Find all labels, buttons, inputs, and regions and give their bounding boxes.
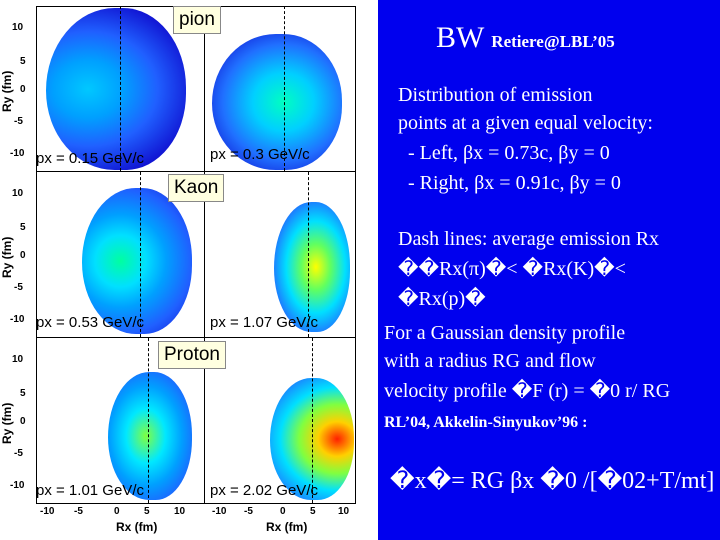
average-emission-line (140, 172, 141, 337)
text-panel: BW Retiere@LBL’05 Distribution of emissi… (380, 0, 720, 540)
y-axis-label: Ry (fm) (0, 236, 14, 278)
y-tick: -10 (10, 480, 25, 491)
y-tick: 10 (12, 188, 24, 199)
plot-kaon-right (204, 172, 354, 337)
left-condition: - Left, βx = 0.73c, βy = 0 (408, 142, 610, 164)
y-tick: -5 (14, 448, 23, 459)
y-tick: 5 (20, 222, 26, 233)
x-tick: 10 (174, 506, 186, 517)
intro-line-1: Distribution of emission (398, 84, 593, 106)
title-credit: Retiere@LBL’05 (491, 32, 615, 51)
y-tick: 5 (20, 56, 26, 67)
y-tick: -10 (10, 314, 25, 325)
plot-proton-right (204, 338, 354, 503)
y-tick: 10 (12, 354, 24, 365)
ordering-line-2: �Rx(p)� (398, 288, 486, 310)
average-emission-line (312, 338, 313, 503)
average-emission-line (148, 338, 149, 503)
x-tick: 10 (338, 506, 350, 517)
momentum-label: px = 0.3 GeV/c (210, 146, 310, 163)
y-tick: 5 (20, 388, 26, 399)
y-tick: 0 (20, 416, 26, 427)
x-tick: 0 (114, 506, 120, 517)
reference: RL’04, Akkelin-Sinyukov’96 : (384, 414, 588, 431)
y-tick: 0 (20, 84, 26, 95)
emission-blob (82, 188, 192, 334)
average-emission-line (120, 6, 121, 171)
x-axis-label: Rx (fm) (116, 520, 158, 534)
ordering-line-1: ��Rx(π)�< �Rx(K)�< (398, 258, 626, 280)
plot-frame (36, 337, 356, 504)
y-axis-label: Ry (fm) (0, 402, 14, 444)
x-tick: -5 (244, 506, 253, 517)
panel-divider (204, 6, 205, 504)
momentum-label: px = 1.07 GeV/c (210, 314, 318, 331)
y-tick: 0 (20, 250, 26, 261)
species-tag-pion: pion (173, 6, 221, 34)
x-tick: 0 (280, 506, 286, 517)
formula: �x�= RG βx �0 /[�02+T/mt] (390, 468, 715, 494)
title-bw: BW (436, 21, 484, 54)
emission-blob (212, 34, 342, 170)
momentum-label: px = 0.53 GeV/c (36, 314, 144, 331)
emission-blob (108, 372, 192, 500)
emission-blob (46, 8, 186, 170)
gauss-line-3: velocity profile �F (r) = �0 r/ RG (384, 380, 671, 402)
momentum-label: px = 2.02 GeV/c (210, 482, 318, 499)
y-tick: -10 (10, 148, 25, 159)
species-tag-proton: Proton (158, 341, 226, 369)
x-tick: -10 (212, 506, 227, 517)
intro-line-2: points at a given equal velocity: (398, 112, 653, 134)
momentum-label: px = 1.01 GeV/c (36, 482, 144, 499)
dash-note: Dash lines: average emission Rx (398, 228, 660, 250)
y-tick: -5 (14, 282, 23, 293)
x-axis-label: Rx (fm) (266, 520, 308, 534)
slide-title: BW Retiere@LBL’05 (436, 20, 615, 60)
plot-pion-right (204, 6, 354, 171)
average-emission-line (308, 172, 309, 337)
momentum-label: px = 0.15 GeV/c (36, 150, 144, 167)
emission-blob (274, 202, 350, 332)
gauss-line-2: with a radius RG and flow (384, 350, 596, 372)
x-tick: 5 (310, 506, 316, 517)
x-tick: -5 (74, 506, 83, 517)
y-axis-label: Ry (fm) (0, 70, 14, 112)
y-tick: 10 (12, 22, 24, 33)
figure-panel: pion Kaon Proton px = 0.15 GeV/c px = 0.… (0, 0, 378, 540)
x-tick: 5 (144, 506, 150, 517)
species-tag-kaon: Kaon (168, 174, 225, 202)
y-tick: -5 (14, 116, 23, 127)
gauss-line-1: For a Gaussian density profile (384, 322, 626, 344)
x-tick: -10 (40, 506, 55, 517)
right-condition: - Right, βx = 0.91c, βy = 0 (408, 172, 621, 194)
average-emission-line (284, 6, 285, 171)
